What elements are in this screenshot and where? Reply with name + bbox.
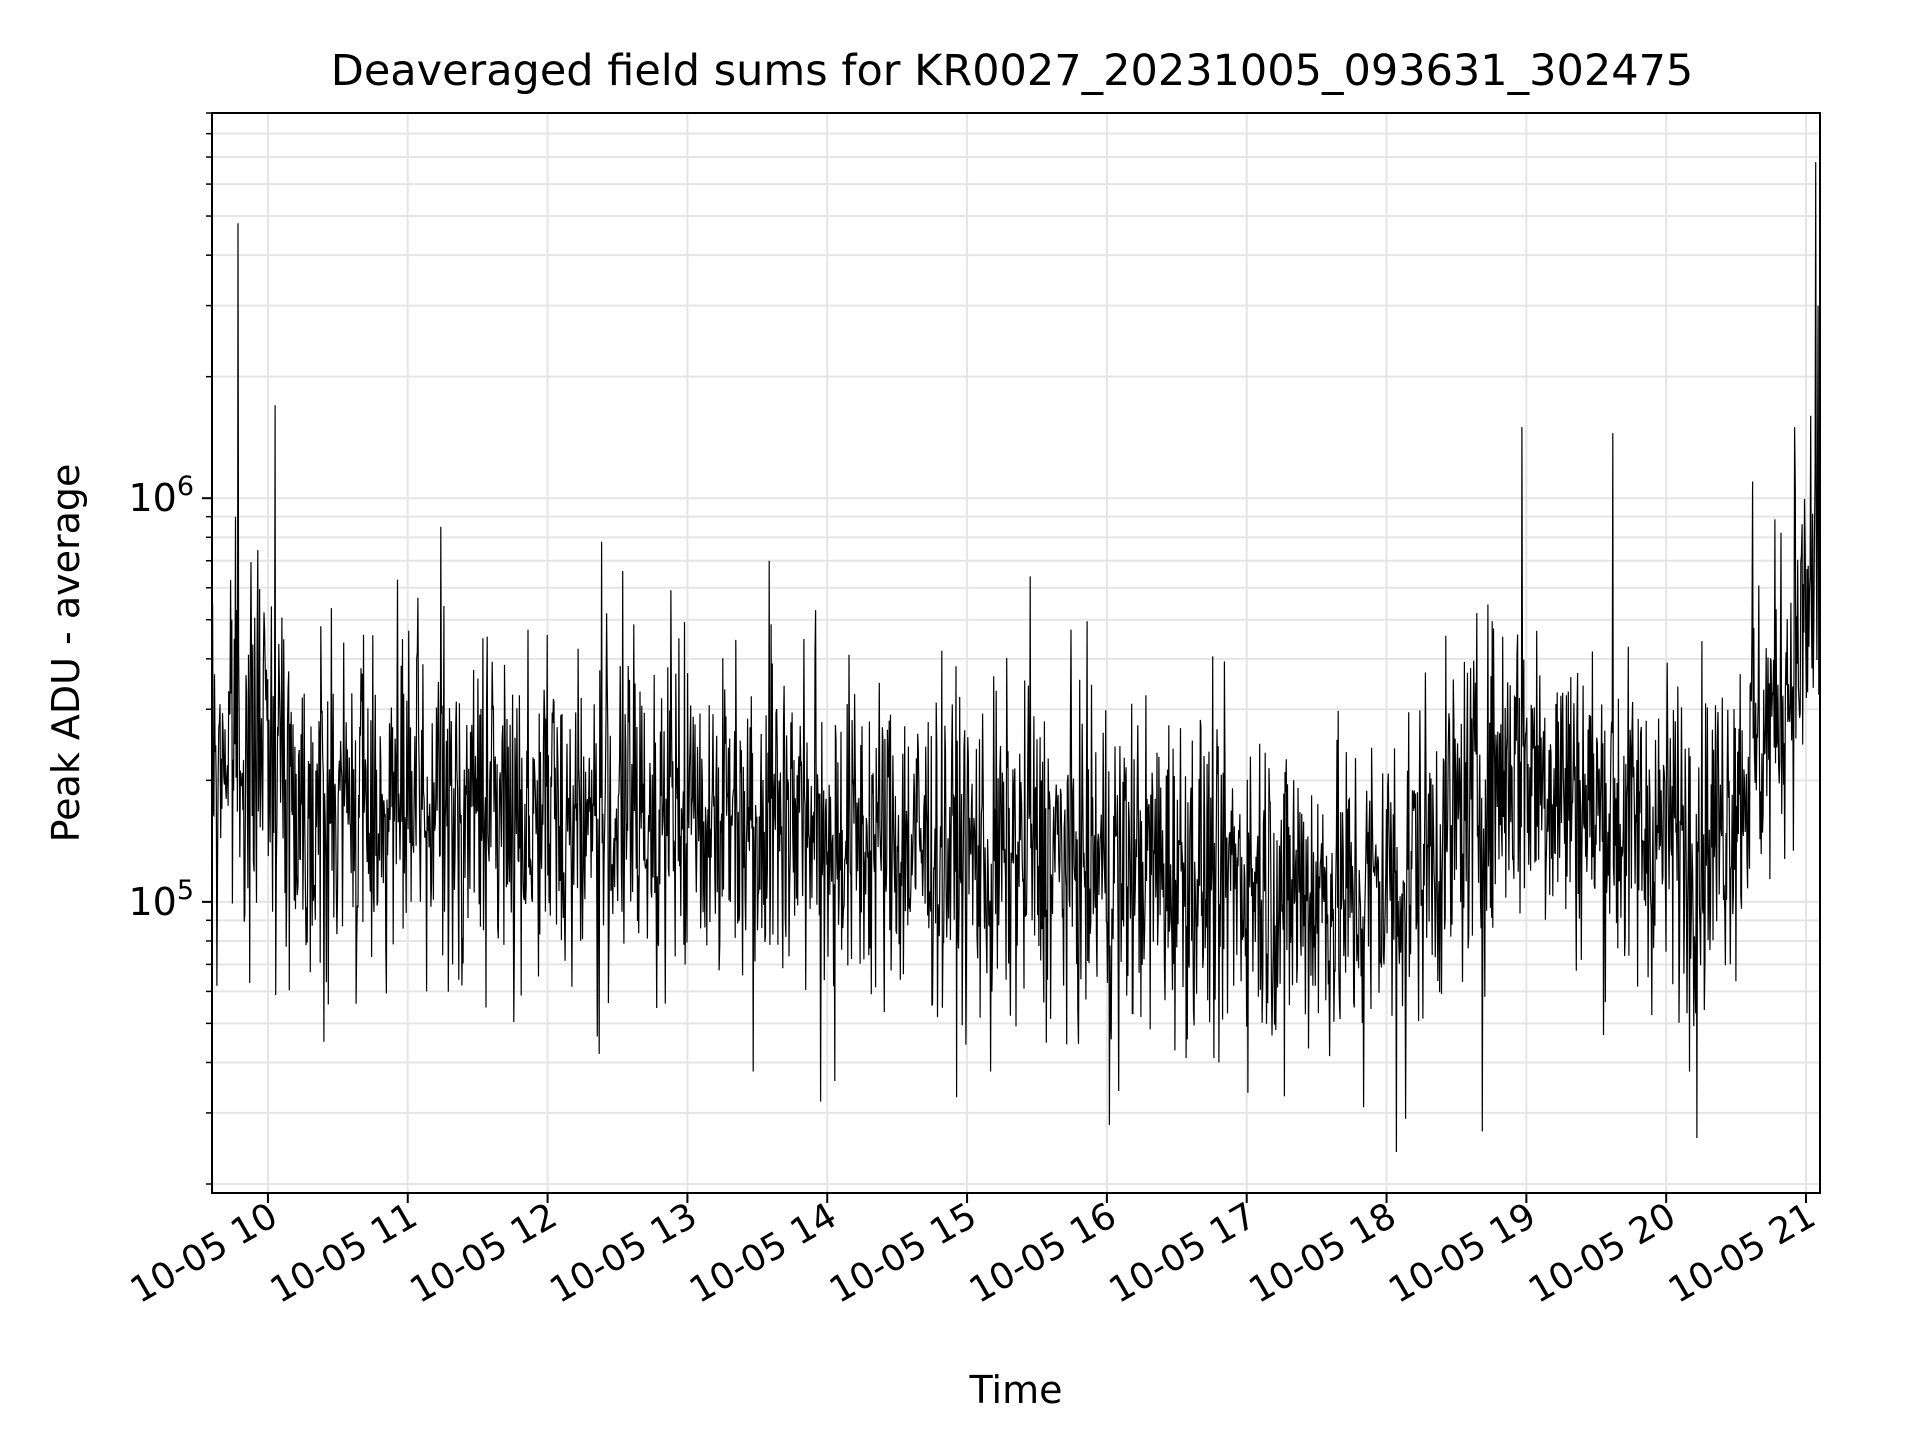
plot-frame <box>211 112 1821 1194</box>
data-series <box>211 162 1820 1153</box>
x-axis-label: Time <box>969 1368 1063 1412</box>
series-line <box>211 162 1820 1153</box>
y-tick-label: 106 <box>128 471 194 520</box>
y-tick-label: 105 <box>128 875 194 924</box>
y-axis-label: Peak ADU - average <box>44 464 88 843</box>
chart-title: Deaveraged field sums for KR0027_2023100… <box>331 46 1694 96</box>
